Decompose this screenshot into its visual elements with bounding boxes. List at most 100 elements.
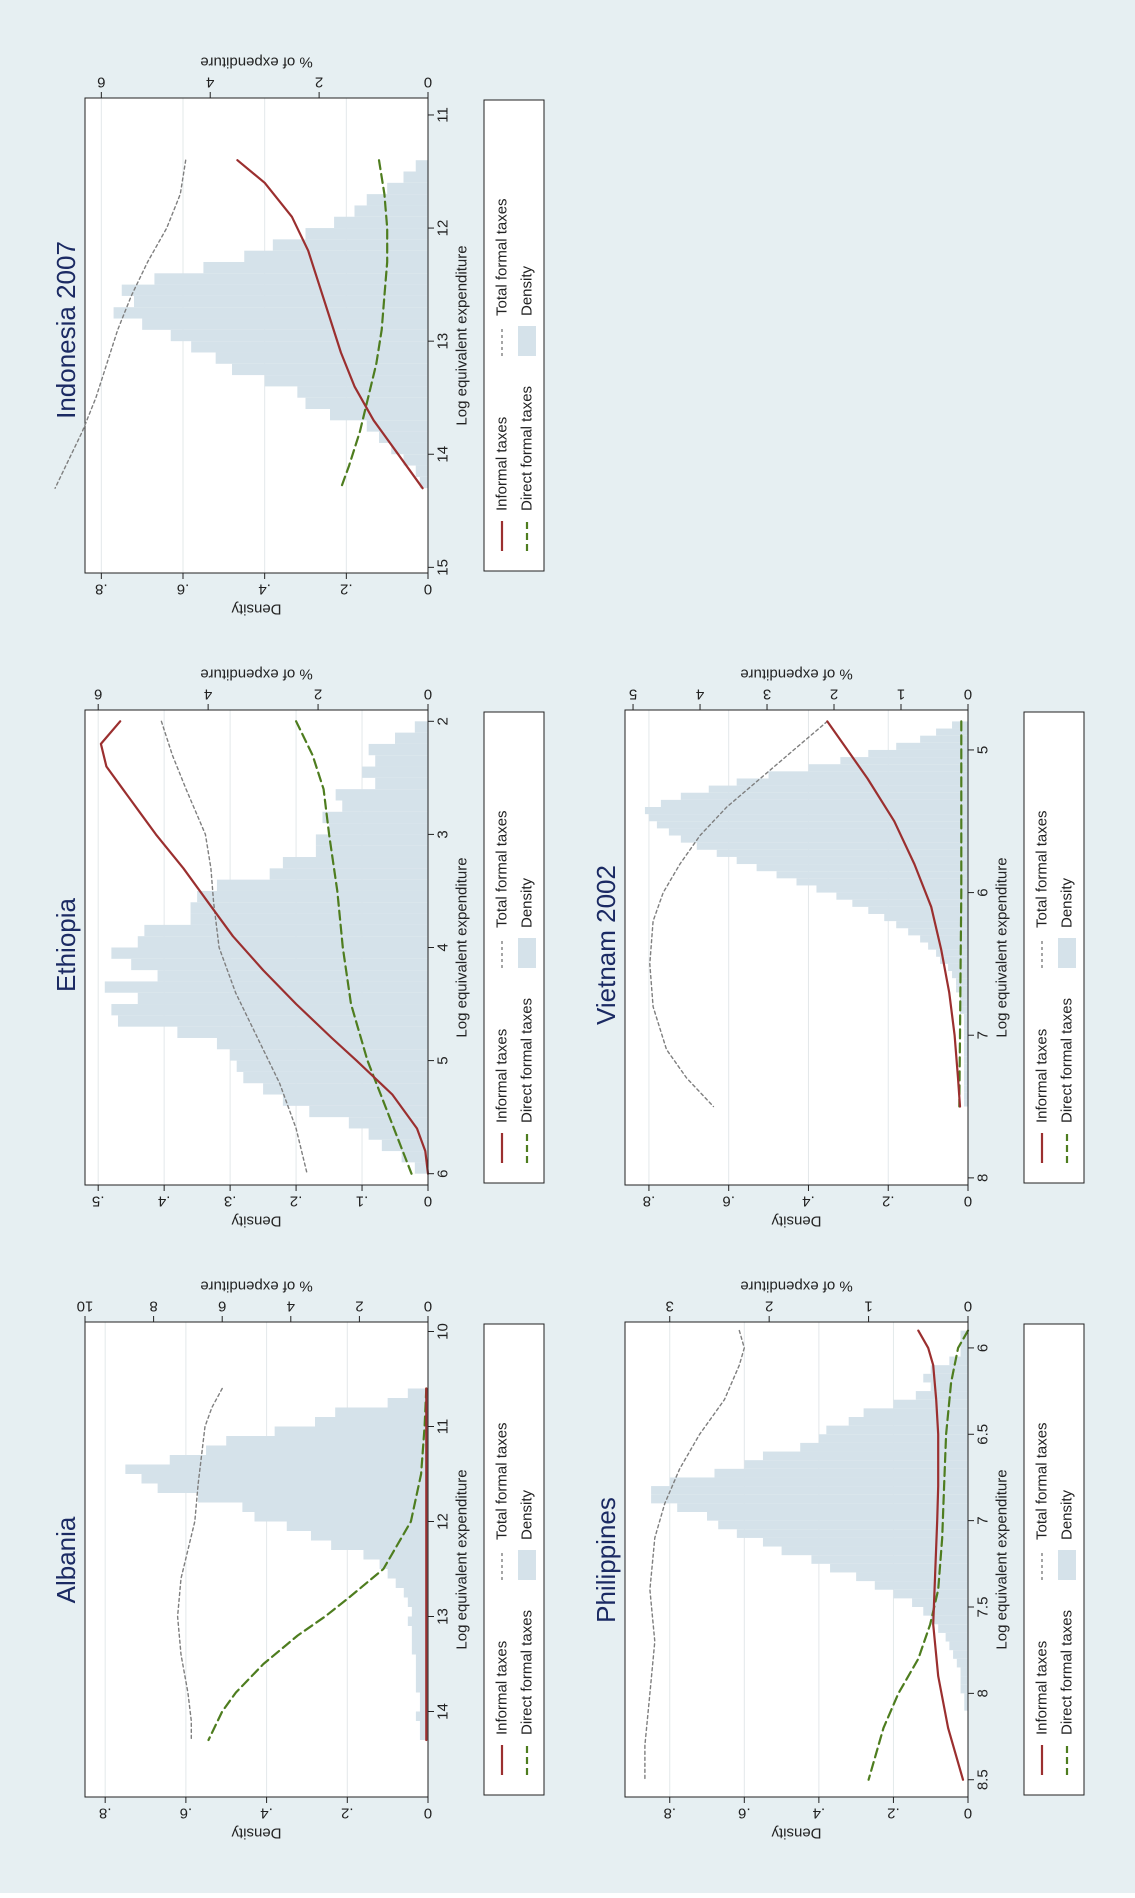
density-bar — [680, 792, 968, 800]
density-bar — [964, 1078, 968, 1086]
density-bar — [964, 1070, 968, 1079]
density-bar — [137, 936, 428, 948]
x-axis-label: Log equivalent expenditure — [454, 245, 471, 425]
legend-box — [1023, 1323, 1085, 1796]
density-bar — [230, 1049, 428, 1061]
legend-label-informal: Informal taxes — [494, 417, 511, 511]
density-bar — [169, 1455, 428, 1465]
density-bar — [415, 1654, 428, 1664]
density-bar — [203, 261, 428, 274]
legend-label-density: Density — [519, 1489, 536, 1540]
density-bar — [756, 864, 968, 872]
density-bar — [964, 1085, 968, 1093]
pct-tick-label: 6 — [94, 686, 102, 703]
density-bar — [379, 1559, 428, 1569]
density-bar — [960, 1006, 968, 1014]
density-bar — [244, 250, 428, 262]
density-tick-label: .6 — [738, 1805, 751, 1822]
density-bar — [736, 856, 968, 865]
direct-formal-taxes-line — [207, 1387, 428, 1742]
pct-tick-label: 4 — [696, 686, 704, 703]
density-bar — [415, 465, 428, 477]
pct-tick-label: 8 — [149, 1298, 157, 1315]
density-bar — [375, 777, 428, 790]
density-bar — [329, 823, 428, 835]
density-bar — [104, 981, 429, 993]
density-bar — [263, 1083, 428, 1095]
density-bar — [403, 1588, 428, 1598]
density-bar — [407, 1388, 428, 1398]
density-bar — [949, 1356, 968, 1366]
density-bar — [395, 732, 428, 744]
pct-tick-label: 2 — [765, 1298, 773, 1315]
density-bar — [936, 728, 968, 736]
x-tick-label: 5 — [975, 746, 992, 754]
panel-title: Albania — [51, 1516, 81, 1603]
x-tick-label: 11 — [435, 107, 452, 123]
density-bar — [651, 1494, 968, 1504]
pct-axis-label: % of expenditure — [740, 666, 853, 683]
density-bar — [669, 1477, 968, 1487]
density-bar — [718, 1520, 968, 1530]
density-bar — [125, 1464, 429, 1474]
pct-axis-label: % of expenditure — [200, 666, 313, 683]
pct-tick-label: 2 — [315, 74, 323, 91]
density-bar — [170, 329, 428, 342]
density-axis-label: Density — [771, 1825, 822, 1842]
density-bar — [411, 1626, 428, 1636]
legend-label-total: Total formal taxes — [494, 810, 511, 928]
density-axis-label: Density — [231, 601, 282, 618]
density-bar — [419, 1721, 428, 1731]
x-axis-label: Log equivalent expenditure — [454, 857, 471, 1037]
density-bar — [893, 1399, 968, 1409]
panel-ethiopia: 2 3 4 5 6 Log equivalent expenditure 0 .1 .2 .3 .4… — [51, 666, 545, 1230]
density-bar — [936, 949, 968, 957]
density-bar — [896, 742, 968, 750]
x-tick-label: 4 — [435, 943, 452, 951]
density-bar — [282, 1094, 428, 1106]
density-bar — [660, 799, 968, 807]
panel-title: Philippines — [591, 1497, 621, 1623]
density-bar — [142, 318, 428, 330]
density-bar — [363, 1550, 428, 1560]
density-bar — [920, 935, 968, 943]
legend-label-density: Density — [519, 265, 536, 316]
density-bar — [395, 1578, 428, 1588]
density-tick-label: .8 — [643, 1193, 656, 1210]
density-tick-label: 0 — [964, 1193, 972, 1210]
density-bar — [956, 985, 968, 993]
density-bar — [111, 1004, 428, 1016]
density-bar — [952, 721, 968, 729]
density-bar — [315, 845, 428, 858]
density-bar — [216, 879, 428, 891]
density-bar — [354, 205, 428, 217]
density-bar — [796, 878, 968, 886]
density-bar — [928, 942, 968, 950]
legend-label-total: Total formal taxes — [494, 198, 511, 316]
legend-label-direct: Direct formal taxes — [519, 998, 536, 1123]
density-tick-label: .3 — [224, 1193, 237, 1210]
density-bar — [960, 1684, 968, 1694]
panel-title: Ethiopia — [51, 897, 81, 991]
density-bar — [401, 1151, 428, 1163]
density-bar — [848, 1417, 968, 1426]
density-bar — [282, 857, 428, 869]
density-bar — [852, 899, 968, 907]
density-tick-label: .8 — [95, 581, 108, 598]
density-bar — [415, 1664, 428, 1674]
x-tick-label: 2 — [435, 717, 452, 725]
density-bar — [696, 842, 968, 850]
legend-swatch-density — [518, 326, 536, 356]
informal-taxes-line — [826, 720, 962, 1108]
density-bar — [808, 764, 968, 772]
direct-formal-taxes-line — [958, 720, 963, 1108]
density-bar — [411, 1645, 428, 1655]
density-bar — [121, 284, 428, 296]
x-tick-label: 6 — [975, 888, 992, 896]
density-tick-label: .2 — [340, 581, 353, 598]
panel-title: Indonesia 2007 — [51, 241, 81, 419]
density-bar — [216, 1037, 428, 1050]
density-bar — [874, 1581, 968, 1590]
density-bar — [387, 1569, 428, 1579]
